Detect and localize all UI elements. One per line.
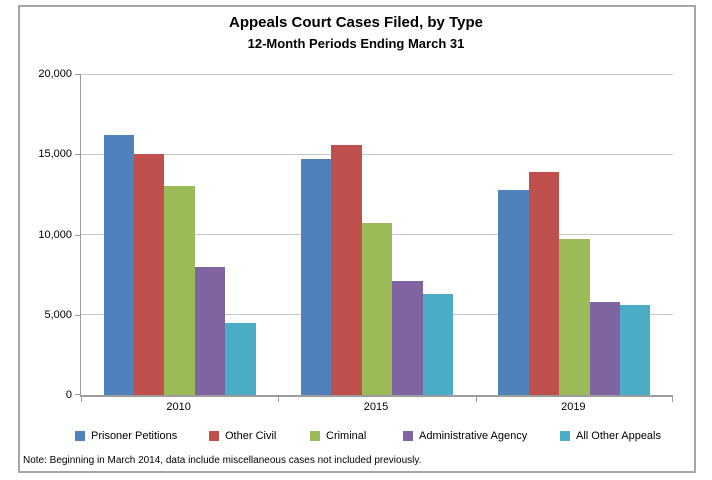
- legend-label: Prisoner Petitions: [91, 430, 178, 442]
- legend-item-all-other-appeals: All Other Appeals: [560, 429, 661, 443]
- chart-subtitle: 12-Month Periods Ending March 31: [247, 36, 465, 51]
- x-tick-label-2015: 2015: [363, 401, 389, 413]
- bar-prisoner-petitions-2019: [498, 189, 529, 395]
- plot-area: [75, 73, 673, 402]
- legend-item-criminal: Criminal: [310, 429, 366, 443]
- gridline-20000: [81, 73, 673, 75]
- bar-criminal-2015: [361, 223, 393, 395]
- legend-item-prisoner-petitions: Prisoner Petitions: [75, 429, 177, 443]
- x-tick-label-2019: 2019: [561, 401, 586, 413]
- legend-label: Criminal: [326, 430, 367, 442]
- legend-swatch-icon: [403, 431, 413, 441]
- x-axis-tick: [672, 397, 673, 402]
- bar-prisoner-petitions-2015: [301, 159, 332, 395]
- x-axis-tick: [278, 397, 280, 402]
- bar-all-other-appeals-2019: [619, 305, 651, 395]
- bar-administrative-agency-2015: [392, 281, 423, 395]
- bar-other-civil-2010: [134, 154, 165, 395]
- x-axis-tick: [81, 397, 82, 402]
- y-tick-label-5-000: 5,000: [44, 308, 72, 321]
- bar-administrative-agency-2019: [589, 301, 620, 395]
- legend-item-administrative-agency: Administrative Agency: [403, 429, 527, 443]
- y-tick-label-20-000: 20,000: [38, 68, 72, 80]
- bar-criminal-2010: [164, 186, 195, 395]
- bar-criminal-2019: [559, 239, 590, 395]
- y-tick-label-15-000: 15,000: [38, 148, 72, 161]
- legend-swatch-icon: [560, 431, 570, 441]
- y-axis-tick: [75, 314, 81, 316]
- bar-other-civil-2015: [331, 144, 362, 395]
- chart-border: [18, 5, 696, 473]
- y-axis-tick: [75, 154, 81, 156]
- y-axis-tick: [75, 394, 81, 395]
- x-axis-tick: [475, 397, 477, 402]
- legend-swatch-icon: [310, 431, 320, 441]
- bar-all-other-appeals-2015: [422, 293, 453, 395]
- y-axis-labels: 20,000 15,000 10,000 5,000 0: [28, 68, 72, 401]
- bar-other-civil-2019: [528, 171, 560, 395]
- legend-item-other-civil: Other Civil: [209, 429, 276, 443]
- gridline-15000: [81, 153, 673, 155]
- chart-title: Appeals Court Cases Filed, by Type: [229, 14, 483, 31]
- legend: Prisoner Petitions Other Civil Criminal Adm…: [0, 429, 712, 445]
- legend-swatch-icon: [209, 431, 219, 441]
- y-tick-label-10-000: 10,000: [38, 228, 72, 241]
- footnote: Note: Beginning in March 2014, data incl…: [23, 455, 422, 466]
- y-tick-label-0: 0: [65, 389, 72, 401]
- y-axis-tick: [75, 234, 81, 236]
- bar-prisoner-petitions-2010: [103, 134, 135, 395]
- legend-label: All Other Appeals: [576, 430, 661, 442]
- legend-label: Other Civil: [225, 430, 277, 442]
- legend-swatch-icon: [75, 431, 85, 441]
- bar-administrative-agency-2010: [194, 266, 226, 395]
- y-axis-tick: [75, 74, 81, 75]
- bar-all-other-appeals-2010: [225, 322, 256, 395]
- legend-label: Administrative Agency: [419, 430, 528, 442]
- x-tick-label-2010: 2010: [166, 401, 191, 413]
